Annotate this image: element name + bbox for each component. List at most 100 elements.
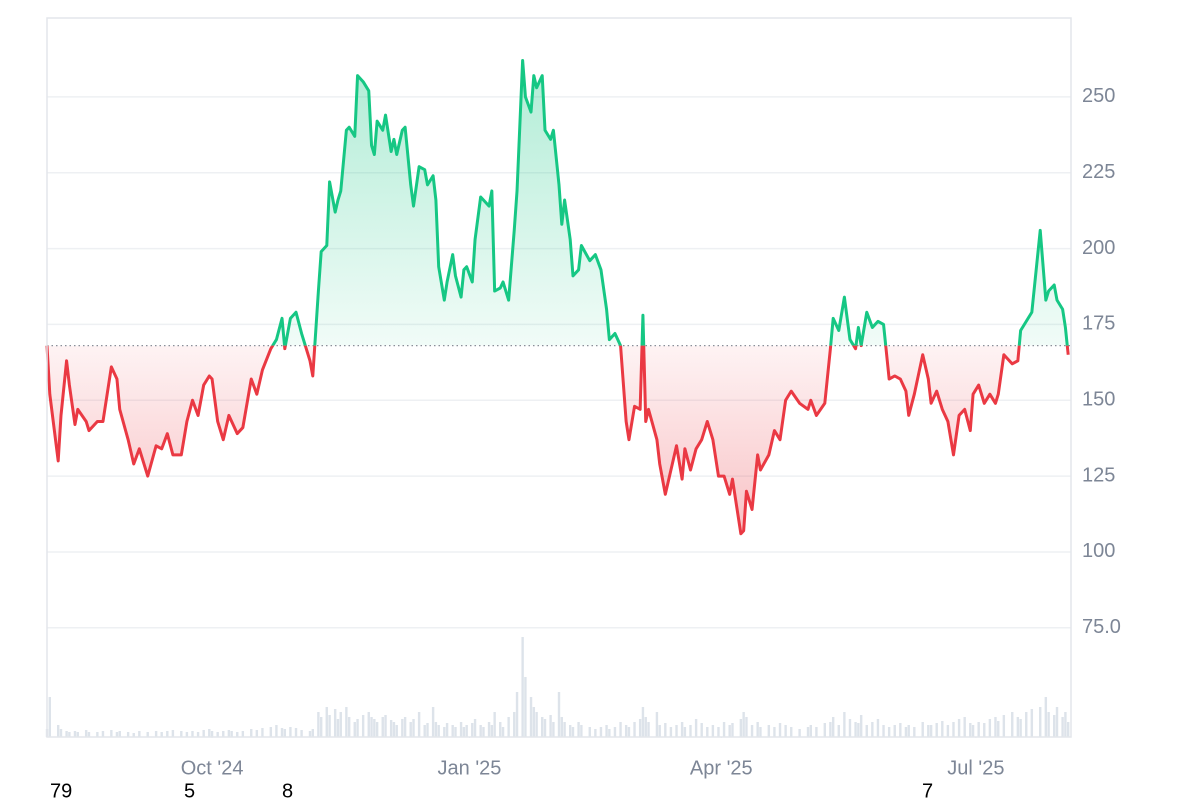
price-line-down xyxy=(45,345,1070,536)
volume-bar xyxy=(1030,709,1034,737)
volume-bar xyxy=(857,723,860,737)
x-tick-label: Apr '25 xyxy=(690,757,753,779)
volume-bar xyxy=(865,725,868,737)
volume-bar xyxy=(1053,715,1056,737)
volume-bar xyxy=(837,725,840,737)
y-tick-label: 75.0 xyxy=(1082,616,1121,638)
volume-bar xyxy=(275,725,278,737)
volume-bar xyxy=(115,732,119,737)
volume-bar xyxy=(160,732,163,737)
volume-bar xyxy=(675,725,678,737)
volume-bar xyxy=(370,717,373,737)
volume-bar xyxy=(778,723,782,737)
volume-bar xyxy=(1061,717,1064,737)
volume-bar xyxy=(1011,712,1014,737)
volume-bar xyxy=(882,725,885,737)
volume-bar xyxy=(750,725,754,737)
volume-bar xyxy=(1002,715,1006,737)
volume-bar xyxy=(971,725,975,737)
plot-frame xyxy=(46,17,1072,738)
volume-bar xyxy=(599,727,603,737)
x-tick-label: Oct '24 xyxy=(181,757,244,779)
volume-bar xyxy=(409,722,412,737)
y-tick-label: 250 xyxy=(1082,85,1115,107)
volume-bar xyxy=(647,722,650,737)
volume-bar xyxy=(798,729,801,737)
volume-bar xyxy=(946,725,950,737)
volume-bar xyxy=(356,719,359,737)
volume-bar xyxy=(627,727,631,737)
volume-bar xyxy=(655,712,659,737)
volume-bar xyxy=(308,731,312,737)
volume-bar xyxy=(96,732,99,737)
volume-bar xyxy=(997,721,1000,737)
volume-bar xyxy=(969,723,972,737)
volume-bar xyxy=(994,717,997,737)
volume-bar xyxy=(717,727,720,737)
volume-bar xyxy=(401,719,404,737)
volume-bar xyxy=(594,729,597,737)
volume-bar xyxy=(48,697,51,737)
volume-bar xyxy=(384,715,387,737)
volume-bar xyxy=(250,729,253,737)
volume-bar xyxy=(501,727,505,737)
volume-bar xyxy=(541,717,544,737)
price-line-up xyxy=(47,58,1069,346)
volume-bar xyxy=(907,725,910,737)
volume-bar xyxy=(773,727,776,737)
volume-bar xyxy=(479,725,482,737)
y-tick-label: 100 xyxy=(1082,540,1115,562)
area-down xyxy=(47,345,1069,534)
volume-bar xyxy=(241,731,245,737)
volume-bar xyxy=(957,719,961,737)
volume-bar xyxy=(624,725,628,737)
y-tick-label: 175 xyxy=(1082,313,1115,335)
volume-bar xyxy=(568,725,572,737)
volume-bar xyxy=(283,729,287,737)
volume-bar xyxy=(353,722,356,737)
volume-bar xyxy=(1019,719,1022,737)
volume-bar xyxy=(132,733,135,737)
volume-bar xyxy=(490,725,494,737)
volume-bar xyxy=(524,677,527,737)
volume-bar xyxy=(739,719,743,737)
area-up xyxy=(272,60,1068,346)
volume-bar xyxy=(613,727,617,737)
volume-bar xyxy=(375,722,379,737)
volume-bar xyxy=(431,707,435,737)
volume-bar xyxy=(809,725,813,737)
volume-bar xyxy=(784,725,787,737)
volume-bar xyxy=(560,717,563,737)
volume-bar xyxy=(921,722,924,737)
volume-bar xyxy=(893,725,896,737)
volume-bar xyxy=(549,715,552,737)
volume-bar xyxy=(641,707,645,737)
volume-bar xyxy=(180,731,183,737)
volume-bar xyxy=(588,727,591,737)
volume-bar xyxy=(608,729,611,737)
volume-bar xyxy=(507,717,510,737)
y-tick-label: 200 xyxy=(1082,237,1115,259)
volume-bar xyxy=(471,723,474,737)
volume-bar xyxy=(742,712,745,737)
volume-bar xyxy=(210,731,214,737)
volume-bar xyxy=(392,722,396,737)
volume-bar xyxy=(843,712,846,737)
footer-label: 5 xyxy=(184,780,195,800)
volume-bar xyxy=(118,731,121,737)
volume-bar xyxy=(395,725,398,737)
volume-bar xyxy=(222,731,225,737)
volume-bar xyxy=(535,712,538,737)
volume-bar xyxy=(904,727,908,737)
volume-bar xyxy=(336,719,340,737)
volume-bar xyxy=(680,722,684,737)
volume-bar xyxy=(1044,697,1048,737)
volume-bar xyxy=(1055,707,1059,737)
volume-bar xyxy=(913,727,916,737)
volume-bar xyxy=(311,729,314,737)
volume-bar xyxy=(669,727,673,737)
volume-bar xyxy=(700,723,703,737)
volume-bar xyxy=(84,730,88,737)
y-tick-label: 150 xyxy=(1082,389,1115,411)
volume-bar xyxy=(1047,712,1050,737)
